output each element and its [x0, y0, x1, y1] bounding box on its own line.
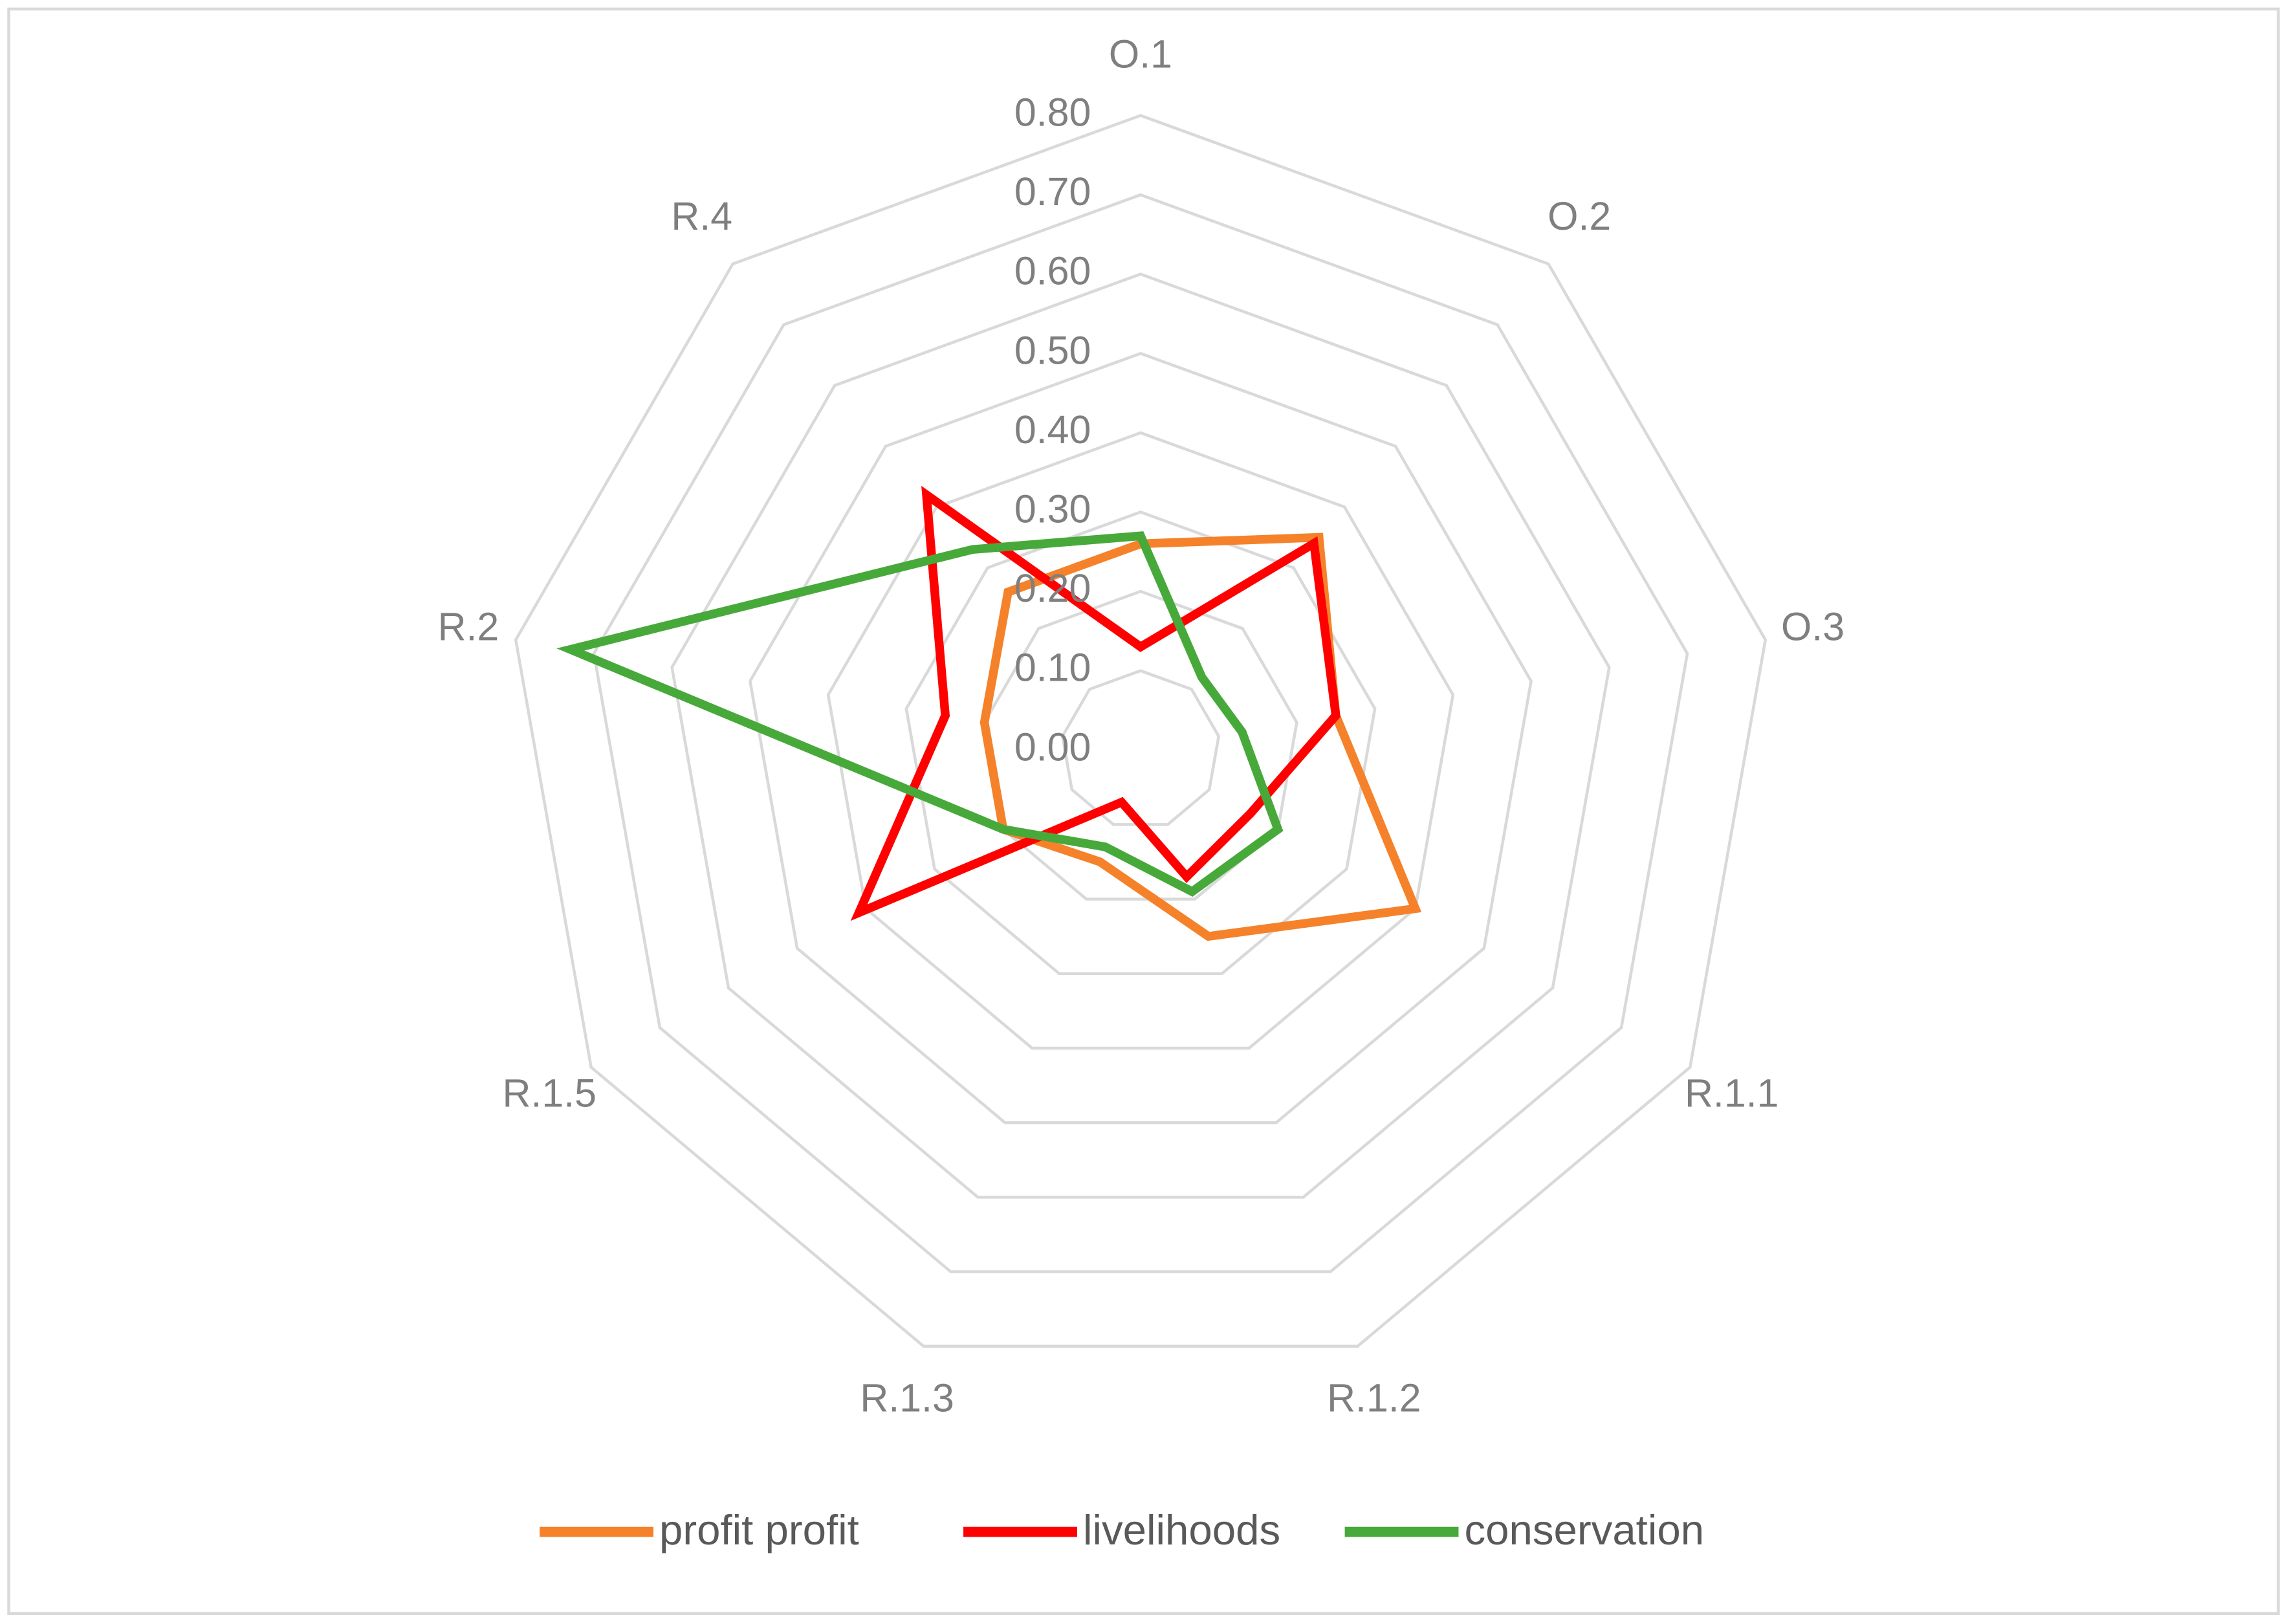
- grid-ring: [983, 589, 1298, 901]
- tick-label: 0.10: [1014, 646, 1091, 690]
- tick-label: 0.00: [1014, 725, 1091, 769]
- grid-ring: [670, 272, 1611, 1199]
- tick-label: 0.50: [1014, 328, 1091, 372]
- chart-border: [7, 7, 2280, 1616]
- grid-ring: [514, 114, 1767, 1348]
- category-label: O.3: [1781, 604, 1844, 648]
- category-label: O.1: [1109, 32, 1172, 76]
- grid-ring: [904, 510, 1377, 976]
- grid-ring: [592, 193, 1689, 1273]
- legend-label: conservation: [1464, 1506, 1704, 1553]
- grid: [514, 114, 1767, 1348]
- category-label: R.4: [671, 194, 732, 238]
- legend-label: profit profit: [659, 1506, 859, 1553]
- category-label: O.2: [1548, 194, 1611, 238]
- label-layer: O.1 O.2 O.3 R.1.1 R.1.2 R.1.3 R.1.5 R.2 R.4 0.00 0…: [438, 32, 1845, 1420]
- category-label: R.1.3: [860, 1376, 954, 1420]
- tick-label: 0.40: [1014, 408, 1091, 452]
- series-layer: [556, 485, 1422, 941]
- category-label: R.1.2: [1327, 1376, 1421, 1420]
- series-line: [850, 485, 1340, 921]
- series-line: [556, 531, 1284, 897]
- tick-label: 0.30: [1014, 487, 1091, 531]
- category-label: R.1.5: [503, 1071, 596, 1115]
- tick-label: 0.80: [1014, 91, 1091, 135]
- tick-label: 0.70: [1014, 170, 1091, 214]
- tick-label: 0.20: [1014, 566, 1091, 610]
- grid-ring: [749, 351, 1533, 1125]
- legend-label: livelihoods: [1083, 1506, 1280, 1553]
- category-label: R.1.1: [1685, 1071, 1778, 1115]
- category-label: R.2: [438, 604, 499, 648]
- grid-ring: [826, 431, 1455, 1050]
- legend: profit profit livelihoods conservation: [540, 1506, 1704, 1553]
- tick-label: 0.60: [1014, 249, 1091, 293]
